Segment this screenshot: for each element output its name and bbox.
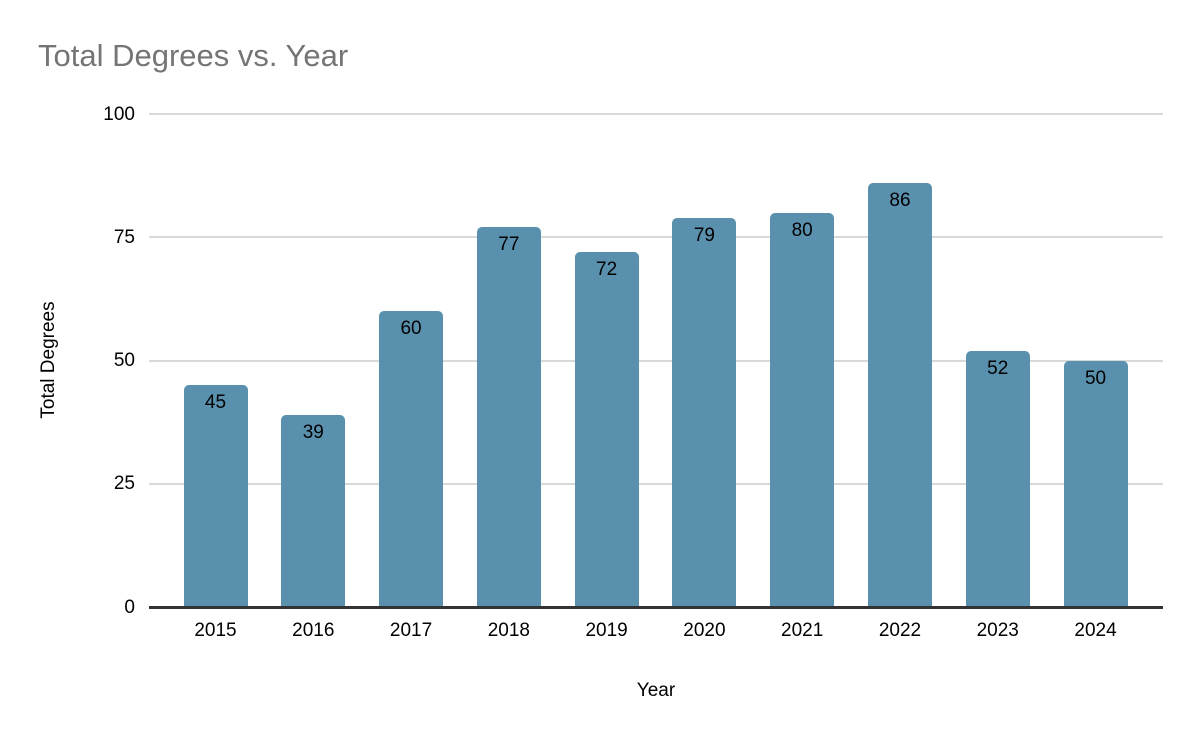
bar: 60 [379, 311, 444, 607]
y-tick-label: 75 [113, 226, 135, 248]
bar-value-label: 77 [498, 234, 520, 256]
x-axis-line [149, 605, 1163, 609]
gridline [149, 236, 1163, 239]
gridline [149, 482, 1163, 485]
bar: 79 [672, 217, 737, 607]
bar: 72 [574, 252, 639, 607]
chart-title: Total Degrees vs. Year [38, 38, 349, 73]
y-tick-label: 100 [103, 103, 135, 125]
y-tick-label: 25 [113, 473, 135, 495]
x-tick-label: 2019 [585, 620, 628, 641]
bar-value-label: 60 [400, 318, 422, 340]
gridline [149, 359, 1163, 362]
x-tick-label: 2016 [292, 620, 335, 641]
bar: 86 [867, 183, 932, 607]
gridline [149, 113, 1163, 115]
x-tick-label: 2020 [683, 620, 726, 641]
bar: 39 [281, 414, 346, 607]
bar: 80 [770, 212, 835, 607]
x-tick-label: 2023 [976, 620, 1019, 641]
x-tick-label: 2022 [878, 620, 922, 641]
bar-value-label: 86 [889, 190, 911, 212]
bar-value-label: 80 [791, 219, 813, 241]
bar-value-label: 45 [204, 392, 227, 414]
x-tick-label: 2017 [389, 620, 433, 641]
y-tick-label: 0 [124, 596, 135, 618]
x-tick-label: 2024 [1074, 620, 1117, 641]
x-tick-label: 2021 [781, 620, 824, 641]
bar: 45 [183, 385, 248, 607]
bar-value-label: 39 [302, 421, 324, 443]
bar: 52 [965, 350, 1030, 607]
bar: 77 [476, 227, 541, 607]
bar-value-label: 79 [693, 224, 715, 246]
y-tick-label: 50 [113, 350, 135, 371]
x-tick-label: 2018 [487, 620, 530, 641]
x-axis-title: Year [636, 680, 676, 701]
bar-value-label: 72 [596, 259, 618, 281]
x-tick-label: 2015 [194, 620, 237, 641]
bar-value-label: 52 [987, 357, 1009, 379]
bar-value-label: 50 [1084, 367, 1107, 389]
bar: 50 [1063, 360, 1128, 607]
